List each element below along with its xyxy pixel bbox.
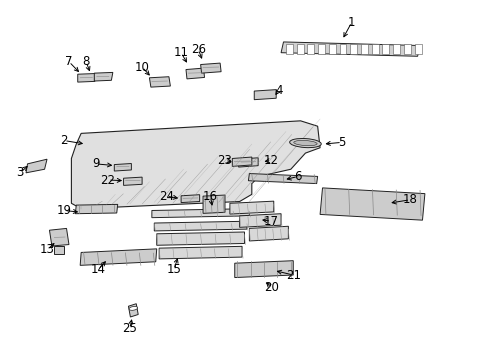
Polygon shape	[285, 44, 292, 54]
Polygon shape	[75, 204, 118, 214]
Text: 10: 10	[134, 60, 149, 73]
Polygon shape	[149, 77, 170, 87]
Polygon shape	[154, 221, 246, 231]
Text: 4: 4	[274, 84, 282, 97]
Polygon shape	[128, 304, 138, 317]
Polygon shape	[49, 228, 69, 246]
Polygon shape	[78, 73, 96, 82]
Text: 12: 12	[264, 154, 278, 167]
Text: 16: 16	[203, 190, 218, 203]
Polygon shape	[360, 44, 367, 54]
Polygon shape	[281, 42, 419, 56]
Polygon shape	[229, 201, 273, 214]
Polygon shape	[232, 157, 251, 166]
Polygon shape	[94, 72, 113, 81]
Polygon shape	[238, 158, 258, 167]
Polygon shape	[320, 188, 424, 220]
Polygon shape	[328, 44, 335, 54]
Polygon shape	[414, 44, 421, 54]
Text: 17: 17	[264, 215, 278, 228]
Text: 24: 24	[159, 190, 174, 203]
Polygon shape	[371, 44, 378, 54]
Polygon shape	[382, 44, 388, 54]
Text: 19: 19	[57, 204, 71, 217]
Text: 6: 6	[294, 170, 301, 183]
Polygon shape	[318, 44, 325, 54]
Text: 2: 2	[60, 134, 68, 147]
Text: 15: 15	[166, 263, 181, 276]
Text: 3: 3	[17, 166, 24, 179]
Polygon shape	[159, 246, 242, 259]
Text: 22: 22	[100, 174, 115, 186]
Text: 18: 18	[402, 193, 417, 206]
Polygon shape	[296, 44, 303, 54]
Polygon shape	[71, 121, 320, 209]
Polygon shape	[181, 195, 199, 203]
Polygon shape	[339, 44, 346, 54]
Text: 26: 26	[190, 42, 205, 55]
Polygon shape	[248, 174, 317, 184]
Text: 23: 23	[217, 154, 232, 167]
Polygon shape	[54, 246, 64, 253]
Text: 1: 1	[347, 16, 355, 29]
Text: 5: 5	[338, 136, 345, 149]
Text: 25: 25	[122, 322, 137, 335]
Text: 21: 21	[285, 269, 300, 282]
Polygon shape	[114, 163, 131, 171]
Polygon shape	[403, 44, 410, 54]
Polygon shape	[200, 63, 221, 73]
Text: 7: 7	[65, 55, 73, 68]
Polygon shape	[234, 261, 293, 278]
Polygon shape	[123, 177, 142, 185]
Ellipse shape	[293, 140, 316, 146]
Polygon shape	[80, 249, 157, 265]
Polygon shape	[203, 195, 224, 213]
Text: 13: 13	[40, 243, 54, 256]
Polygon shape	[349, 44, 356, 54]
Polygon shape	[249, 226, 288, 241]
Polygon shape	[392, 44, 399, 54]
Ellipse shape	[289, 139, 321, 148]
Polygon shape	[185, 68, 204, 79]
Text: 8: 8	[82, 55, 89, 68]
Polygon shape	[152, 209, 249, 218]
Text: 14: 14	[91, 263, 105, 276]
Polygon shape	[26, 159, 47, 173]
Polygon shape	[254, 90, 276, 100]
Ellipse shape	[129, 306, 137, 310]
Polygon shape	[157, 232, 244, 245]
Polygon shape	[307, 44, 314, 54]
Text: 11: 11	[173, 46, 188, 59]
Text: 9: 9	[92, 157, 100, 170]
Polygon shape	[239, 214, 281, 227]
Text: 20: 20	[264, 281, 278, 294]
